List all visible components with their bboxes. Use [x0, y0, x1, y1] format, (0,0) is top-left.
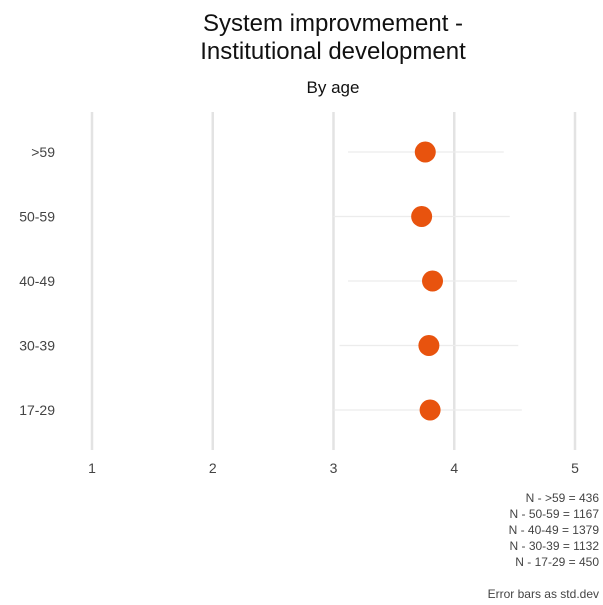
y-tick-labels: >59 50-59 40-49 30-39 17-29 [19, 144, 55, 418]
data-point->59 [414, 141, 436, 163]
x-tick-labels: 1 2 3 4 5 [88, 460, 579, 476]
note-n-50-59: N - 50-59 = 1167 [509, 507, 599, 521]
x-tick-label-3: 3 [330, 460, 338, 476]
data-point-17-29 [419, 399, 441, 421]
data-point-40-49 [422, 270, 444, 292]
chart-title-line-2: Institutional development [200, 38, 466, 65]
x-tick-label-4: 4 [450, 460, 458, 476]
y-tick-label-40-49: 40-49 [19, 273, 55, 289]
y-tick-label-30-39: 30-39 [19, 338, 55, 354]
chart-subtitle: By age [307, 78, 360, 97]
y-tick-label-17-29: 17-29 [19, 402, 55, 418]
data-point-30-39 [418, 335, 440, 356]
x-tick-label-5: 5 [571, 460, 579, 476]
y-tick-label-50-59: 50-59 [19, 209, 55, 225]
grid-layer [90, 112, 577, 450]
x-tick-label-2: 2 [209, 460, 217, 476]
note-n-over-59: N - >59 = 436 [526, 491, 600, 505]
point-layer [411, 141, 444, 421]
caption-error-bars: Error bars as std.dev [488, 587, 599, 601]
note-n-30-39: N - 30-39 = 1132 [509, 539, 599, 553]
y-tick-label->59: >59 [31, 144, 55, 160]
sample-size-notes: N - >59 = 436 N - 50-59 = 1167 N - 40-49… [509, 491, 600, 569]
note-n-40-49: N - 40-49 = 1379 [509, 523, 600, 537]
x-tick-label-1: 1 [88, 460, 96, 476]
data-point-50-59 [411, 206, 433, 227]
note-n-17-29: N - 17-29 = 450 [515, 555, 599, 569]
chart-title-line-1: System improvmement - [203, 10, 463, 37]
